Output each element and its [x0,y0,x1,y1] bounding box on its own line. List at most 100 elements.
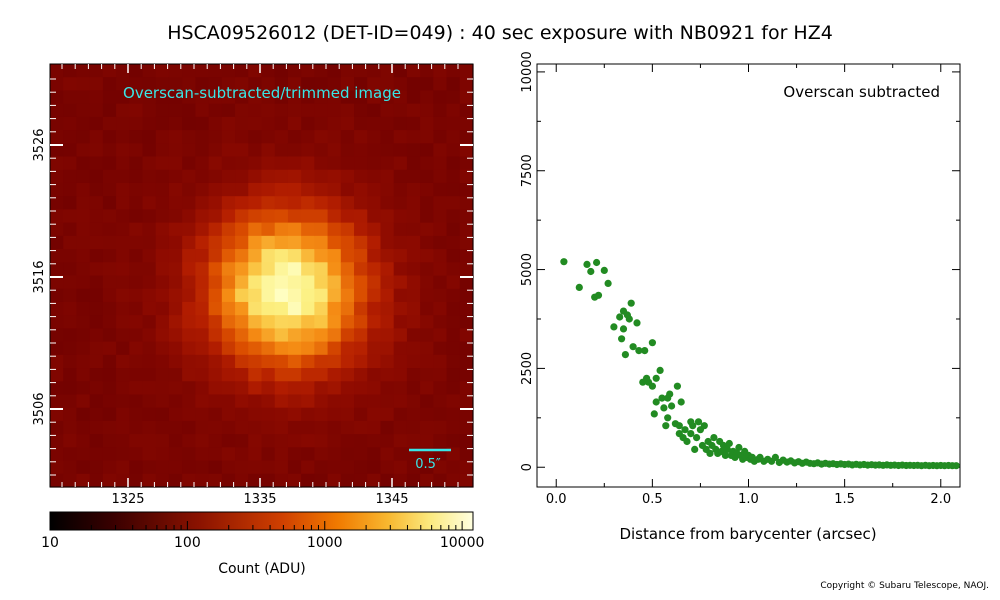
heatmap-cell [420,354,434,369]
data-point [683,437,691,446]
heatmap-cell [195,460,210,475]
heatmap-cell [354,288,368,303]
heatmap-cell [420,64,434,78]
heatmap-cell [76,301,91,316]
heatmap-cell [380,143,395,158]
heatmap-cell [208,64,223,78]
heatmap-cell [221,288,236,303]
heatmap-cell [76,143,91,158]
heatmap-cell [248,182,263,197]
heatmap-cell [420,275,434,290]
heatmap-cell [63,222,78,237]
heatmap-cell [459,341,474,356]
heatmap-cell [367,156,382,171]
heatmap-cell [274,407,289,422]
heatmap-cell [50,209,64,224]
heatmap-cell [89,473,104,488]
heatmap-cell [380,249,395,263]
heatmap-cell [129,315,144,329]
heatmap-cell [50,288,64,303]
heatmap-cell [63,368,78,382]
heatmap-cell [406,394,421,409]
heatmap-cell [235,130,249,144]
data-point [771,453,780,461]
image-x-tick-label: 1345 [375,492,408,507]
heatmap-cell [354,77,368,92]
heatmap-cell [446,275,461,290]
heatmap-cell [235,420,249,435]
data-point [700,422,708,430]
heatmap-cell [248,156,263,171]
heatmap-cell [116,222,130,237]
heatmap-cell [76,460,91,475]
data-point [735,443,743,452]
heatmap-cell [327,143,342,158]
heatmap-cell [367,315,382,329]
heatmap-cell [287,249,302,263]
heatmap-cell [248,77,263,92]
heatmap-cell [102,77,117,92]
heatmap-cell [459,156,474,171]
heatmap-cell [367,407,382,422]
heatmap-cell [274,381,289,396]
heatmap-cell [195,368,210,382]
heatmap-cell [102,196,117,211]
heatmap-cell [459,143,474,158]
heatmap-cell [248,381,263,396]
heatmap-cell [248,368,263,382]
heatmap-cell [459,381,474,396]
heatmap-cell [287,262,302,277]
heatmap-cell [327,434,342,448]
heatmap-cell [380,90,395,105]
heatmap-cell [301,130,315,144]
heatmap-cell [261,434,276,448]
data-point [662,422,670,430]
heatmap-cell [314,222,329,237]
heatmap-cell [89,381,104,396]
heatmap-cell [76,77,91,92]
heatmap-cell [208,354,223,369]
heatmap-cell [142,116,157,131]
heatmap-cell [459,262,474,277]
heatmap-cell [327,90,342,105]
heatmap-cell [433,420,448,435]
data-point [952,462,960,470]
heatmap-cell [314,130,329,144]
heatmap-cell [195,249,210,263]
heatmap-cell [182,328,197,343]
heatmap-cell [446,169,461,184]
heatmap-cell [248,249,263,263]
heatmap-cell [354,434,368,448]
heatmap-cell [155,77,170,92]
heatmap-cell [168,249,183,263]
heatmap-cell [235,328,249,343]
heatmap-cell [129,64,144,78]
plot-frame [536,63,961,488]
heatmap-cell [446,103,461,118]
heatmap-cell [50,156,64,171]
heatmap-cell [102,169,117,184]
heatmap-cell [168,301,183,316]
heatmap-cell [314,315,329,329]
heatmap-cell [102,328,117,343]
image-panel: 1325 1335 1345 3526 3516 3506 Overscan-subtra… [32,63,474,507]
heatmap-cell [76,354,91,369]
heatmap-cell [367,288,382,303]
heatmap-cell [50,394,64,409]
heatmap-cell [129,460,144,475]
heatmap-cell [314,460,329,475]
heatmap-cell [354,196,368,211]
heatmap-cell [287,130,302,144]
heatmap-cell [393,341,408,356]
heatmap-cell [367,368,382,382]
heatmap-cell [287,222,302,237]
heatmap-cell [393,116,408,131]
heatmap-cell [129,235,144,250]
heatmap-cell [235,77,249,92]
heatmap-cell [248,328,263,343]
heatmap-cell [182,169,197,184]
data-point [587,267,595,276]
heatmap-cell [314,182,329,197]
heatmap-cell [261,249,276,263]
colorbar-tick-label: 10000 [440,535,485,551]
